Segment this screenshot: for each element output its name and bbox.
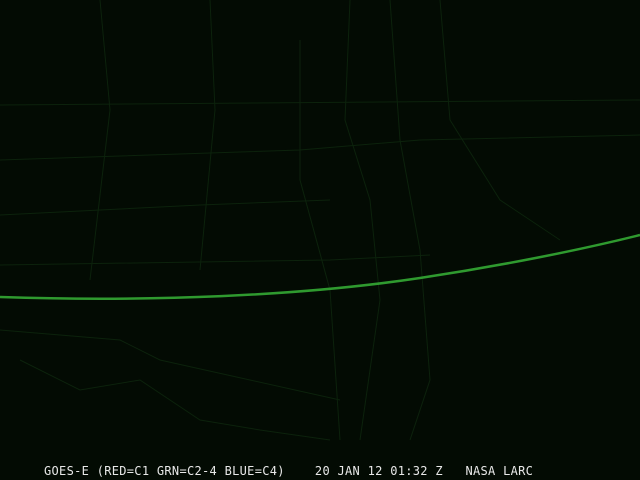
state-boundary [0,254,431,266]
state-boundary [0,329,341,401]
state-boundary [299,40,341,441]
state-boundary [389,0,431,441]
coastline [19,359,331,441]
state-boundary [0,199,331,216]
satellite-name: GOES-E [44,464,90,478]
state-boundary [89,0,111,281]
date: 20 JAN 12 [314,464,383,478]
state-boundary [199,0,216,271]
image-caption: GOES-E (RED=C1 GRN=C2-4 BLUE=C4) 20 JAN … [44,464,533,478]
state-boundary [0,99,640,106]
credit: NASA LARC [465,464,534,478]
terminator-arc [0,233,640,300]
state-boundary [344,0,381,441]
time: 01:32 Z [390,464,443,478]
boundary-lines [0,0,640,441]
state-boundary [439,0,561,241]
state-boundary [0,134,640,161]
channel-info: (RED=C1 GRN=C2-4 BLUE=C4) [96,464,285,478]
